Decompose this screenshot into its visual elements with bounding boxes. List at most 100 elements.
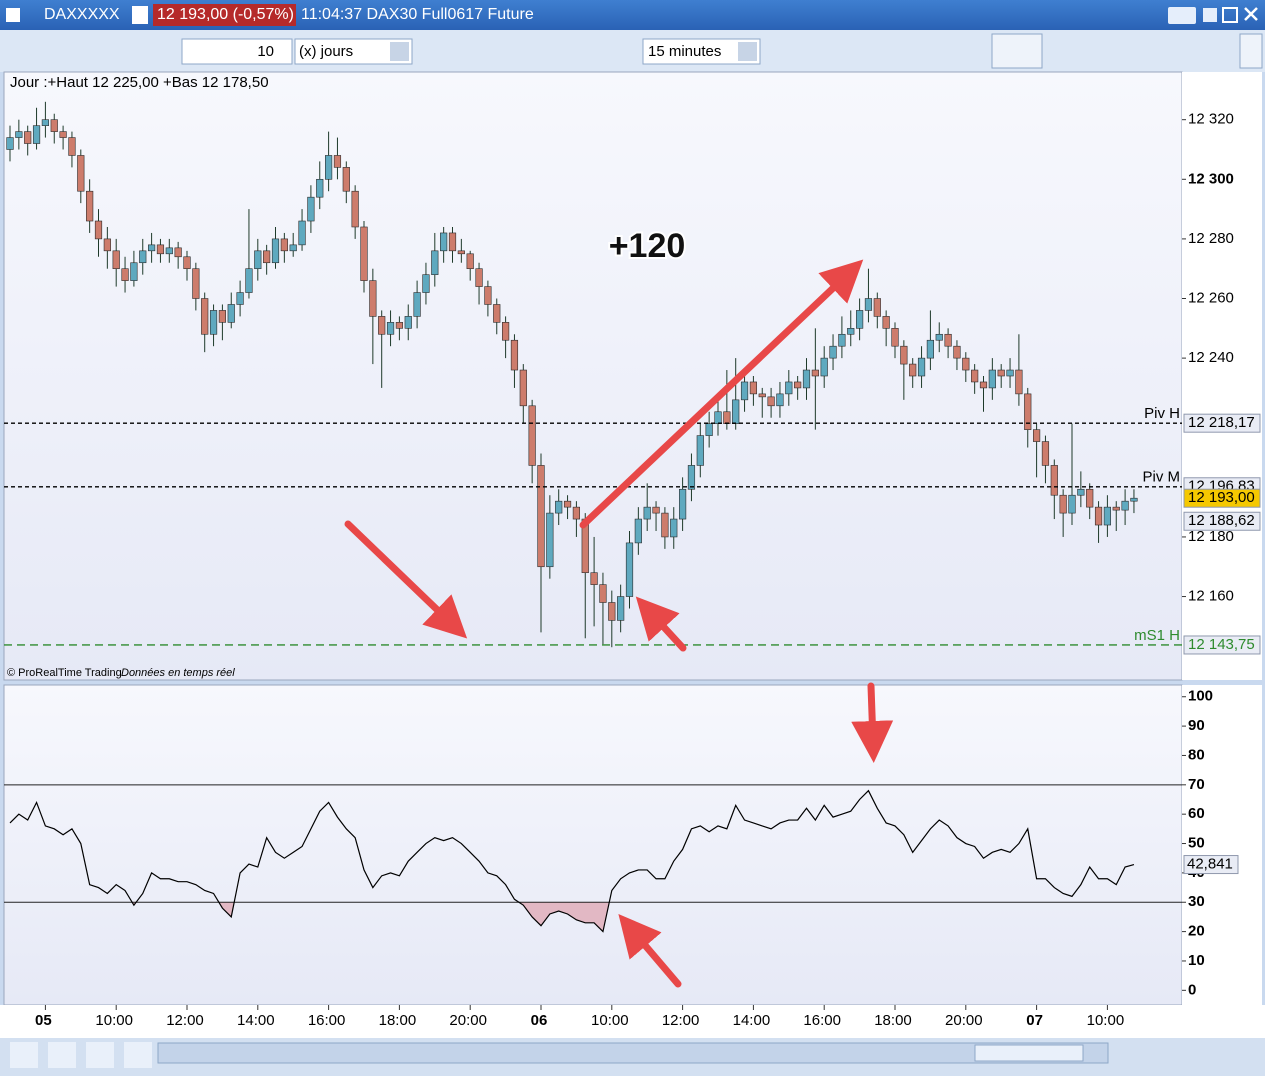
- candle-body: [440, 232, 448, 252]
- realtime-note: Données en temps réel: [121, 667, 235, 679]
- candle-body: [519, 369, 527, 407]
- x-tick-label: 20:00: [945, 1012, 983, 1029]
- candle-body: [1024, 393, 1032, 430]
- rsi-line: [9, 789, 1135, 933]
- minimize-button[interactable]: [1203, 8, 1217, 22]
- candle-body: [714, 411, 722, 424]
- candle-body: [599, 584, 607, 603]
- price-badge-bg: [153, 4, 296, 26]
- candle-body: [298, 220, 306, 246]
- tool-button[interactable]: [86, 1042, 114, 1068]
- annotation: +120: [609, 227, 686, 265]
- y-tick-label: 12 180: [1188, 528, 1234, 545]
- zoom-tools[interactable]: [1116, 1042, 1256, 1068]
- sync-button[interactable]: [1239, 33, 1263, 69]
- arrow: [635, 596, 687, 652]
- close-button[interactable]: [1244, 7, 1258, 21]
- level-label: 12 218,17: [1188, 414, 1255, 431]
- candle-body: [218, 310, 227, 323]
- candle-body: [165, 247, 173, 255]
- scroll-thumb[interactable]: [974, 1044, 1084, 1062]
- candle-body: [625, 542, 634, 597]
- candle-body: [493, 304, 501, 323]
- candle-body: [263, 250, 271, 264]
- candle-body: [316, 178, 324, 198]
- x-tick-label: 12:00: [662, 1012, 700, 1029]
- candle-body: [404, 316, 412, 329]
- candle-body: [1086, 488, 1094, 508]
- candle-body: [811, 369, 819, 377]
- candle-body: [1112, 506, 1120, 511]
- x-tick-label: 06: [531, 1012, 548, 1029]
- dropdown-arrow[interactable]: [390, 42, 409, 61]
- x-tick-label: 05: [35, 1012, 52, 1029]
- candle-body: [139, 250, 147, 264]
- candle-body: [41, 119, 49, 126]
- y-tick-label: 90: [1188, 717, 1205, 734]
- candle-body: [94, 220, 103, 240]
- x-tick-label: 07: [1026, 1012, 1043, 1029]
- candle-body: [652, 506, 660, 514]
- indicator-button[interactable]: [991, 33, 1043, 69]
- x-tick-label: 16:00: [308, 1012, 346, 1029]
- x-tick-label: 14:00: [237, 1012, 275, 1029]
- candle-body: [705, 423, 713, 436]
- candle-body: [112, 250, 120, 270]
- period-count-input[interactable]: [181, 38, 293, 65]
- candle-body: [201, 298, 209, 335]
- candle-body: [50, 119, 58, 132]
- candle-body: [68, 137, 76, 156]
- maximize-button[interactable]: [1222, 7, 1238, 23]
- candle-body: [838, 333, 846, 347]
- candle-body: [448, 232, 457, 252]
- x-tick-label: 18:00: [379, 1012, 417, 1029]
- candle-body: [254, 250, 262, 270]
- candle-body: [484, 286, 492, 305]
- last-value-label: 42,841: [1187, 856, 1233, 873]
- instrument-info: 11:04:37 DAX30 Full0617 Future: [301, 6, 534, 23]
- candle-body: [1130, 497, 1138, 502]
- dropdown-arrow[interactable]: [738, 42, 757, 61]
- candle-body: [1041, 441, 1050, 466]
- day-range: Jour :+Haut 12 225,00 +Bas 12 178,50: [10, 74, 269, 91]
- candle-body: [1033, 429, 1041, 442]
- candle-body: [696, 435, 704, 466]
- candle-body: [510, 339, 519, 371]
- price-badge: 12 193,00 (-0,57%): [157, 6, 294, 23]
- candle-body: [572, 506, 580, 520]
- price-panel: [3, 71, 1183, 681]
- candle-body: [971, 369, 979, 383]
- y-tick-label: 10: [1188, 952, 1205, 969]
- candle-body: [227, 304, 235, 323]
- candle-body: [1050, 465, 1058, 496]
- rsi-axis: [1182, 685, 1262, 1005]
- candle-body: [687, 465, 696, 490]
- x-tick-label: 12:00: [166, 1012, 204, 1029]
- candle-body: [32, 125, 41, 144]
- tool-button[interactable]: [48, 1042, 76, 1068]
- candle-body: [926, 339, 934, 359]
- candle-body: [794, 381, 802, 389]
- x-tick-label: 18:00: [874, 1012, 912, 1029]
- keyboard-button[interactable]: [1168, 7, 1196, 24]
- candle-body: [678, 488, 687, 520]
- candle-body: [386, 322, 395, 335]
- candle-body: [351, 190, 359, 228]
- candle-body: [209, 310, 218, 335]
- arrow: [851, 682, 894, 763]
- tool-button[interactable]: [124, 1042, 152, 1068]
- y-tick-label: 80: [1188, 746, 1205, 763]
- tool-button[interactable]: [10, 1042, 38, 1068]
- scrollbar[interactable]: [157, 1042, 1109, 1064]
- period-count: 10: [257, 43, 274, 60]
- candle-body: [873, 298, 881, 317]
- candle-body: [820, 357, 828, 377]
- candle-body: [590, 572, 598, 585]
- price-label: 12 188,62: [1188, 512, 1255, 529]
- y-tick-label: 12 320: [1188, 111, 1234, 128]
- candle-body: [466, 253, 474, 270]
- info-icon[interactable]: [132, 6, 148, 24]
- app-icon[interactable]: [6, 8, 20, 22]
- level-name: Piv M: [1143, 469, 1181, 486]
- candle-body: [59, 131, 67, 138]
